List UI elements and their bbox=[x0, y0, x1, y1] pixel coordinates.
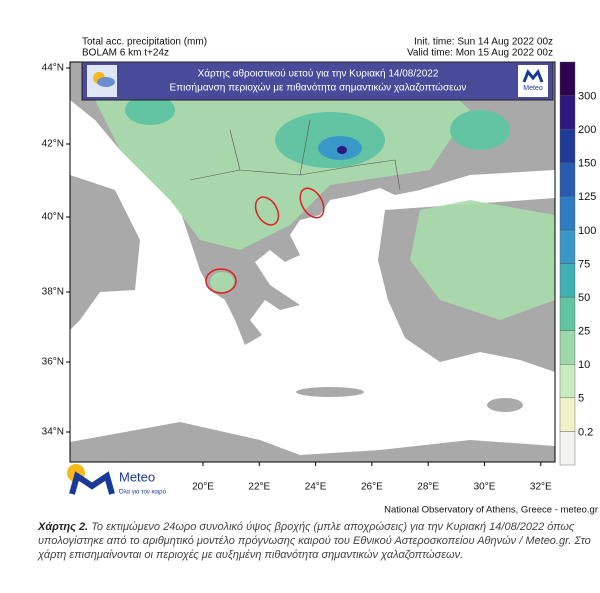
lat-label: 36°N bbox=[42, 357, 64, 368]
banner-subtitle: Επισήμανση περιοχών με πιθανότητα σημαντ… bbox=[170, 82, 467, 94]
colorbar-label: 0.2 bbox=[578, 426, 593, 438]
land bbox=[70, 175, 140, 330]
lat-label: 44°N bbox=[42, 63, 64, 74]
colorbar-label: 200 bbox=[578, 124, 596, 136]
banner bbox=[81, 61, 554, 101]
banner-logo-mark bbox=[522, 69, 544, 83]
lat-label: 42°N bbox=[42, 139, 64, 150]
colorbar-label: 5 bbox=[578, 393, 584, 405]
banner-title: Χάρτης αθροιστικού υετού για την Κυριακή… bbox=[198, 68, 439, 80]
caption-label: Χάρτης 2. bbox=[38, 521, 89, 533]
lat-label: 38°N bbox=[42, 287, 64, 298]
colorbar-segment bbox=[559, 229, 576, 264]
lon-label: 26°E bbox=[361, 482, 383, 493]
island bbox=[487, 398, 523, 412]
banner-logo-box bbox=[518, 65, 548, 97]
colorbar-segment bbox=[559, 162, 576, 197]
lon-label: 28°E bbox=[417, 482, 439, 493]
header-left: Total acc. precipitation (mm) bbox=[82, 37, 207, 48]
colorbar-segment bbox=[559, 95, 576, 130]
lon-label: 30°E bbox=[474, 482, 496, 493]
header-right: Init. time: Sun 14 Aug 2022 00z bbox=[414, 37, 553, 48]
colorbar-segment bbox=[559, 364, 576, 399]
colorbar-segment bbox=[559, 61, 576, 96]
credit: National Observatory of Athens, Greece -… bbox=[384, 505, 598, 516]
colorbar-label: 100 bbox=[578, 225, 596, 237]
lon-label: 22°E bbox=[248, 482, 270, 493]
precip-light bbox=[90, 66, 555, 320]
map bbox=[70, 62, 555, 462]
colorbar-segment bbox=[559, 330, 576, 365]
lon-label: 32°E bbox=[530, 482, 552, 493]
lon-label: 20°E bbox=[192, 482, 214, 493]
hail-area bbox=[205, 187, 325, 294]
logo-mark bbox=[69, 471, 115, 495]
colorbar-label: 125 bbox=[578, 191, 596, 203]
colorbar-segment bbox=[559, 431, 576, 466]
banner-logo: Meteo bbox=[523, 85, 543, 92]
map-figure: Total acc. precipitation (mm) BOLAM 6 km… bbox=[42, 37, 598, 516]
colorbar-label: 25 bbox=[578, 326, 590, 338]
colorbar-label: 300 bbox=[578, 90, 596, 102]
logo-name: Meteo bbox=[119, 469, 155, 484]
caption: Χάρτης 2. Το εκτιμώμενο 24ωρο συνολικό ύ… bbox=[38, 520, 598, 562]
lat-label: 40°N bbox=[42, 212, 64, 223]
caption-text: Το εκτιμώμενο 24ωρο συνολικό ύψος βροχής… bbox=[38, 521, 591, 561]
colorbar-segment bbox=[559, 397, 576, 432]
colorbar-label: 75 bbox=[578, 258, 590, 270]
cloud-icon bbox=[97, 77, 115, 87]
header-right: Valid time: Mon 15 Aug 2022 00z bbox=[407, 48, 553, 59]
lon-label: 24°E bbox=[305, 482, 327, 493]
colorbar-label: 150 bbox=[578, 158, 596, 170]
colorbar-label: 50 bbox=[578, 292, 590, 304]
precip-max bbox=[337, 146, 347, 154]
land bbox=[70, 422, 555, 462]
logo-tagline: Όλα για τον καιρό bbox=[118, 489, 167, 496]
colorbar-segment bbox=[559, 128, 576, 163]
lat-label: 34°N bbox=[42, 427, 64, 438]
colorbar-label: 10 bbox=[578, 359, 590, 371]
island bbox=[296, 387, 364, 397]
colorbar-segment bbox=[559, 196, 576, 231]
colorbar-segment bbox=[559, 263, 576, 298]
header-left: BOLAM 6 km t+24z bbox=[82, 48, 169, 59]
borders bbox=[189, 119, 401, 191]
colorbar-segment bbox=[559, 296, 576, 331]
